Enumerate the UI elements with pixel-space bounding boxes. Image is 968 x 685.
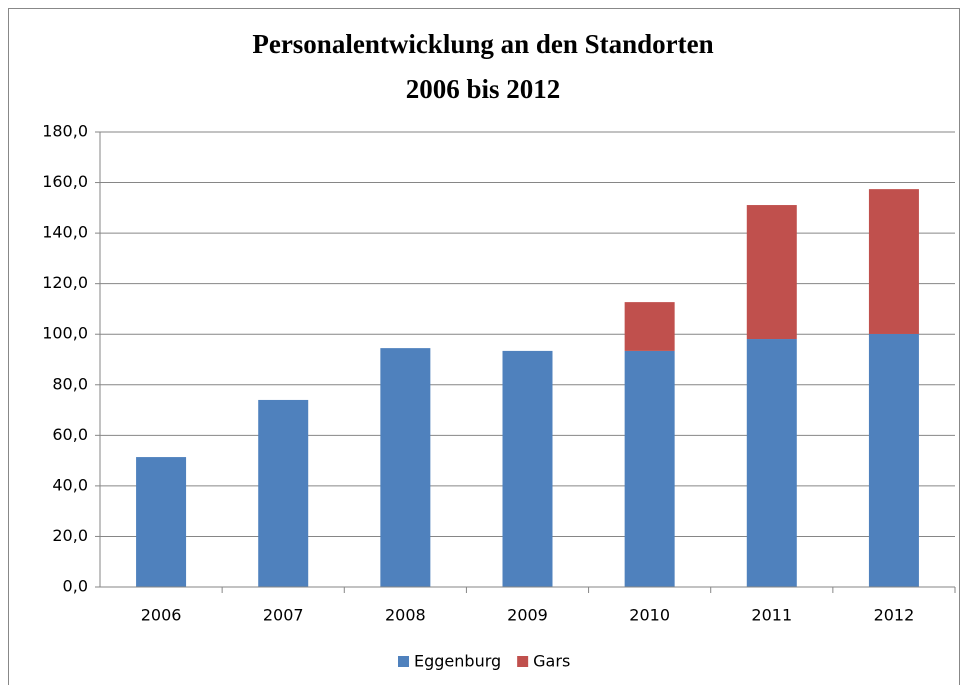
legend-swatch <box>398 656 409 667</box>
x-tick-label: 2007 <box>263 606 304 625</box>
y-tick-label: 0,0 <box>63 577 88 596</box>
bar <box>624 350 675 587</box>
y-tick-label: 140,0 <box>42 223 88 242</box>
chart-title: Personalentwicklung an den Standorten <box>252 29 713 59</box>
x-tick-label: 2012 <box>874 606 915 625</box>
bar <box>868 333 919 587</box>
y-tick-label: 40,0 <box>52 475 88 494</box>
bar <box>624 302 675 351</box>
y-tick-label: 100,0 <box>42 324 88 343</box>
x-tick-label: 2006 <box>141 606 182 625</box>
y-tick-label: 60,0 <box>52 425 88 444</box>
bar <box>380 348 431 587</box>
bar <box>502 350 553 587</box>
legend-swatch <box>517 656 529 667</box>
x-tick-label: 2010 <box>629 606 670 625</box>
y-tick-label: 20,0 <box>52 526 88 545</box>
bar <box>136 457 187 587</box>
x-tick-label: 2011 <box>751 606 792 625</box>
bar <box>746 339 797 587</box>
x-tick-label: 2008 <box>385 606 426 625</box>
x-tick-label: 2009 <box>507 606 548 625</box>
y-tick-label: 160,0 <box>42 172 88 191</box>
bar <box>868 189 919 334</box>
y-tick-label: 180,0 <box>42 122 88 141</box>
y-tick-label: 80,0 <box>52 374 88 393</box>
chart-title: 2006 bis 2012 <box>406 74 561 104</box>
bar <box>746 205 797 340</box>
y-tick-label: 120,0 <box>42 273 88 292</box>
bar <box>258 399 309 587</box>
legend-label: Gars <box>533 652 570 671</box>
legend-label: Eggenburg <box>414 652 501 671</box>
